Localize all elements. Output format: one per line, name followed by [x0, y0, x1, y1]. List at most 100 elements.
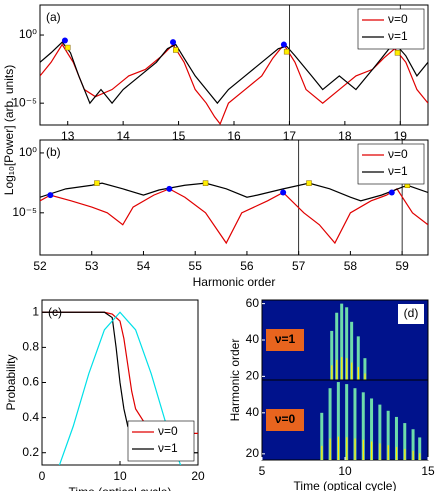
heatmap-core: [387, 445, 389, 460]
y-tick-label: 1: [32, 304, 39, 318]
marker: [388, 189, 395, 196]
panel-label: (b): [46, 145, 61, 159]
heatmap-streak: [386, 410, 390, 460]
legend-label: ν=0: [388, 147, 408, 161]
y-tick-label: 10⁰: [19, 145, 37, 159]
legend-label: ν=1: [388, 164, 408, 178]
marker: [166, 185, 173, 192]
label-box: [266, 409, 304, 431]
heatmap-streak: [361, 392, 365, 460]
x-axis-label: Time (optical cycle): [69, 485, 172, 491]
heatmap-core: [351, 362, 353, 380]
heatmap-streak: [350, 321, 354, 380]
heatmap-core: [364, 373, 366, 380]
y-tick-label: 20: [246, 446, 260, 460]
x-tick-label: 52: [33, 259, 47, 273]
y-axis-label: Log₁₀[Power] (arb. units): [2, 65, 16, 195]
heatmap-core: [346, 358, 348, 380]
panel-tag: ν=0: [275, 412, 296, 426]
x-tick-label: 10: [338, 464, 352, 478]
heatmap-streak: [345, 307, 349, 380]
heatmap-core: [362, 439, 364, 460]
legend-label: ν=0: [388, 12, 408, 26]
y-axis-label: Probability: [4, 354, 18, 410]
x-tick-label: 54: [137, 259, 151, 273]
heatmap-streak: [411, 429, 415, 460]
marker: [170, 39, 177, 46]
y-tick-label: 10⁻⁵: [12, 205, 37, 219]
series-line: [40, 41, 428, 105]
marker: [61, 37, 68, 44]
heatmap-streak: [330, 330, 334, 380]
heatmap-core: [329, 438, 331, 460]
marker: [280, 41, 287, 48]
legend: [357, 8, 425, 50]
x-tick-label: 58: [344, 259, 358, 273]
marker: [283, 48, 290, 55]
heatmap-streak: [363, 358, 367, 380]
marker: [94, 180, 100, 186]
marker: [173, 47, 179, 53]
panel-label: (d): [404, 306, 419, 320]
heatmap-streak: [356, 336, 360, 380]
heatmap-streak: [320, 412, 324, 460]
y-tick-label: 0.2: [22, 445, 39, 459]
y-tick-label: 20: [246, 369, 260, 383]
heatmap-core: [404, 448, 406, 460]
y-tick-label: 0.4: [22, 410, 39, 424]
heatmap-streak: [370, 398, 374, 460]
y-tick-label: 40: [246, 405, 260, 419]
heatmap-core: [336, 359, 338, 380]
series-line: [40, 43, 428, 125]
heatmap-streak: [340, 303, 344, 380]
x-axis-label: Time (optical cycle): [294, 479, 397, 491]
heatmap-core: [331, 365, 333, 380]
heatmap-core: [379, 443, 381, 460]
label-box: [266, 329, 304, 351]
legend-label: ν=1: [158, 441, 178, 455]
heatmap-core: [321, 445, 323, 460]
heatmap-streak: [378, 404, 382, 460]
y-tick-label: 10⁰: [19, 27, 37, 41]
x-tick-label: 55: [189, 259, 203, 273]
heatmap-streak: [336, 382, 340, 460]
marker: [47, 192, 54, 199]
heatmap-core: [371, 441, 373, 460]
heatmap-core: [395, 447, 398, 460]
heatmap-core: [346, 437, 348, 460]
heatmap-streak: [353, 388, 357, 460]
heatmap-streak: [418, 437, 422, 460]
heatmap-core: [341, 357, 343, 380]
marker: [280, 189, 287, 196]
heatmap-streak: [403, 423, 407, 460]
legend-label: ν=0: [158, 424, 178, 438]
x-tick-label: 59: [395, 259, 409, 273]
heatmap-streak: [394, 416, 398, 460]
x-tick-label: 0: [39, 469, 46, 483]
heatmap-core: [412, 450, 414, 460]
marker: [306, 180, 312, 186]
y-tick-label: 40: [246, 332, 260, 346]
panel-tag: ν=1: [275, 332, 296, 346]
x-tick-label: 5: [259, 464, 266, 478]
marker: [394, 50, 401, 56]
heatmap-core: [419, 453, 421, 460]
x-tick-label: 53: [85, 259, 99, 273]
x-tick-label: 10: [113, 469, 127, 483]
heatmap-streak: [345, 384, 349, 460]
x-tick-label: 15: [421, 464, 435, 478]
y-axis-label: Harmonic order: [228, 339, 242, 422]
series-line: [40, 182, 428, 202]
y-tick-label: 60: [246, 296, 260, 310]
legend: [127, 420, 195, 462]
heatmap-core: [337, 436, 340, 460]
x-axis-label: Harmonic order: [193, 275, 276, 289]
heatmap-core: [354, 438, 356, 460]
y-tick-label: 0.8: [22, 340, 39, 354]
x-tick-label: 57: [292, 259, 306, 273]
x-tick-label: 20: [191, 469, 205, 483]
heatmap-streak: [335, 312, 339, 380]
label-bg: [398, 304, 424, 324]
x-tick-label: 56: [240, 259, 254, 273]
